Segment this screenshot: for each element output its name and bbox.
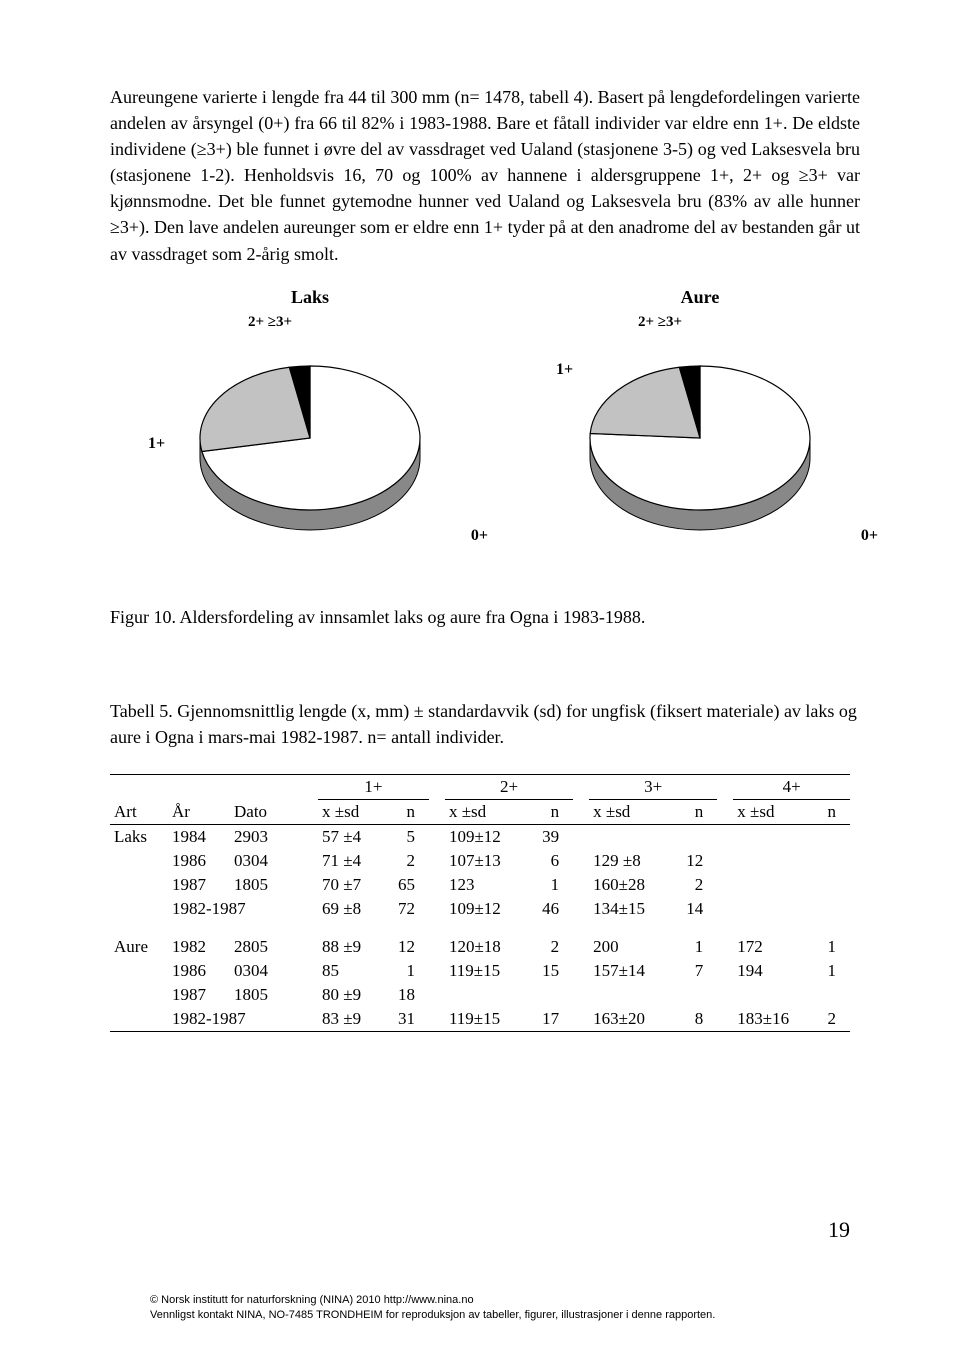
table-row: 1987180580 ±918 [110,983,850,1007]
th-art: Art [110,799,168,824]
pie-svg-laks [180,333,440,553]
table-caption: Tabell 5. Gjennomsnittlig lengde (x, mm)… [110,698,860,750]
th-n-4: n [814,799,850,824]
pie-chart-laks: Laks 2+ ≥3+ 0+ 1+ [130,287,490,553]
group-1plus: 1+ [318,774,429,799]
table-row: Aure1982280588 ±912120±18220011721 [110,935,850,959]
figure-10: Laks 2+ ≥3+ 0+ 1+ Aure 2+ ≥3+ 0+ 1+ [110,287,860,597]
pie-svg-aure [570,333,830,553]
th-xsd-3: x ±sd [589,799,670,824]
th-aar: År [168,799,230,824]
table-row: 1987180570 ±7651231160±282 [110,873,850,897]
table-row: 1982-198783 ±931119±1517163±208183±162 [110,1007,850,1032]
table-row: 1982-198769 ±872109±1246134±1514 [110,897,850,921]
pie-title-laks: Laks [130,287,490,308]
pie-chart-aure: Aure 2+ ≥3+ 0+ 1+ [520,287,880,553]
group-3plus: 3+ [589,774,717,799]
table-row: Laks1984290357 ±45109±1239 [110,824,850,849]
pie-title-aure: Aure [520,287,880,308]
th-n-1: n [382,799,429,824]
footer-line-1: © Norsk institutt for naturforskning (NI… [150,1293,715,1308]
table-row [110,921,850,935]
th-xsd-1: x ±sd [318,799,382,824]
figure-caption: Figur 10. Aldersfordeling av innsamlet l… [110,607,860,628]
th-xsd-2: x ±sd [445,799,526,824]
th-n-2: n [526,799,573,824]
group-2plus: 2+ [445,774,573,799]
th-n-3: n [670,799,717,824]
th-dato: Dato [230,799,318,824]
pie-label-1plus-laks: 1+ [148,435,165,453]
table-5: 1+ 2+ 3+ 4+ Art År Dato x ±sd n x ±sd n … [110,774,850,1034]
group-4plus: 4+ [733,774,850,799]
table-row: 1986030471 ±42107±136129 ±812 [110,849,850,873]
pie-top-label-laks: 2+ ≥3+ [130,314,490,331]
pie-label-0plus-aure: 0+ [861,527,878,545]
footer: © Norsk institutt for naturforskning (NI… [150,1293,715,1323]
table-row: 19860304851119±1515157±1471941 [110,959,850,983]
footer-line-2: Vennligst kontakt NINA, NO-7485 TRONDHEI… [150,1308,715,1323]
pie-label-0plus-laks: 0+ [471,527,488,545]
body-paragraph: Aureungene varierte i lengde fra 44 til … [110,84,860,267]
pie-top-label-aure: 2+ ≥3+ [520,314,880,331]
page-number: 19 [828,1217,850,1243]
th-xsd-4: x ±sd [733,799,814,824]
pie-label-1plus-aure: 1+ [556,361,573,379]
